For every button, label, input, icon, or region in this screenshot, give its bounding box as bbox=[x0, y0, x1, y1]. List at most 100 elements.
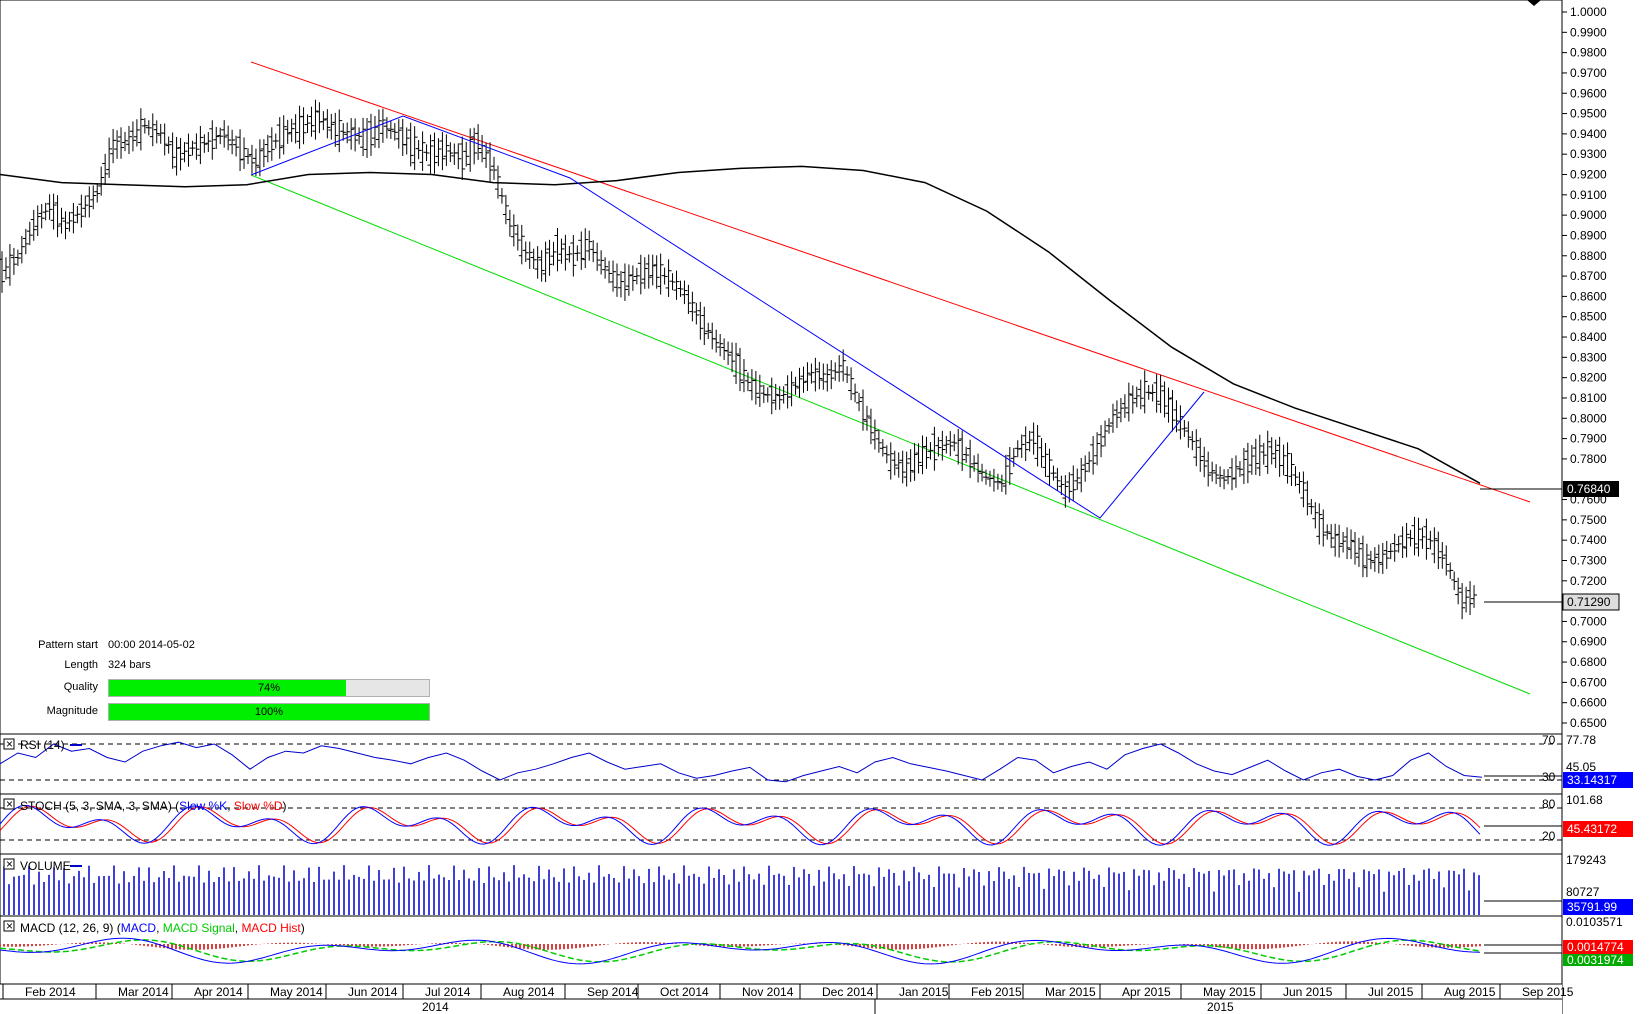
price-bar bbox=[752, 370, 759, 405]
price-bar bbox=[824, 363, 831, 392]
price-bar bbox=[1391, 533, 1398, 562]
price-bar bbox=[1355, 537, 1362, 567]
price-tick-label: 0.9400 bbox=[1570, 127, 1607, 141]
year-label-2015: 2015 bbox=[1207, 1000, 1234, 1014]
price-bar bbox=[606, 260, 613, 284]
price-bar bbox=[407, 122, 414, 167]
price-bar bbox=[1248, 445, 1255, 475]
price-bar bbox=[1316, 503, 1323, 545]
svg-text:0.71290: 0.71290 bbox=[1567, 595, 1611, 609]
month-label: Aug 2014 bbox=[503, 985, 555, 999]
price-bar bbox=[574, 245, 581, 262]
price-bar bbox=[546, 239, 553, 276]
price-bar bbox=[169, 132, 176, 169]
last-price-label: 0.71290 bbox=[1562, 593, 1620, 611]
price-bar bbox=[1423, 518, 1430, 560]
stoch-close-x: × bbox=[6, 797, 13, 811]
price-bar bbox=[911, 443, 918, 481]
month-label: Nov 2014 bbox=[742, 985, 794, 999]
price-bar bbox=[1133, 386, 1140, 408]
price-bar bbox=[804, 362, 811, 392]
price-bar bbox=[1447, 562, 1454, 579]
price-bar bbox=[1006, 446, 1013, 486]
price-bar bbox=[320, 111, 327, 131]
rsi-close-icon[interactable] bbox=[3, 738, 15, 750]
price-bar bbox=[1185, 421, 1192, 448]
price-tick-label: 0.9300 bbox=[1570, 147, 1607, 161]
price-bar bbox=[1399, 526, 1406, 559]
price-bar bbox=[744, 372, 751, 392]
price-bar bbox=[1403, 522, 1410, 558]
price-bar bbox=[963, 446, 970, 463]
price-bar bbox=[756, 374, 763, 407]
price-bar bbox=[439, 132, 446, 171]
pattern-start-value: 00:00 2014-05-02 bbox=[108, 639, 195, 651]
main-panel bbox=[0, 0, 1563, 735]
price-bar bbox=[1098, 425, 1105, 458]
price-bar bbox=[685, 284, 692, 315]
price-bar bbox=[1094, 432, 1101, 466]
price-tick-label: 0.7200 bbox=[1570, 574, 1607, 588]
price-bar bbox=[1125, 382, 1132, 422]
price-bar bbox=[34, 205, 41, 237]
price-bar bbox=[1225, 469, 1232, 485]
price-bar bbox=[1173, 400, 1180, 433]
price-bar bbox=[915, 443, 922, 474]
price-bar bbox=[1415, 517, 1422, 557]
price-bar bbox=[356, 127, 363, 145]
price-bar bbox=[1320, 509, 1327, 547]
volume-close-x: × bbox=[6, 857, 13, 871]
price-bar bbox=[661, 267, 668, 285]
price-bar bbox=[1213, 464, 1220, 485]
trend-channel bbox=[250, 61, 1531, 695]
price-bar bbox=[614, 263, 620, 297]
volume-close-icon[interactable] bbox=[3, 858, 15, 870]
price-bar bbox=[110, 128, 117, 164]
macd-line bbox=[0, 937, 1481, 965]
macd-close-icon[interactable] bbox=[3, 920, 15, 932]
price-bar bbox=[760, 384, 767, 403]
price-bar bbox=[90, 185, 97, 210]
scroll-marker-icon[interactable] bbox=[1527, 0, 1541, 6]
price-bar bbox=[256, 139, 263, 177]
price-bar bbox=[669, 273, 676, 291]
price-bar bbox=[252, 148, 259, 176]
price-bar bbox=[1046, 448, 1053, 486]
price-bar bbox=[340, 123, 347, 141]
price-bar bbox=[891, 450, 898, 476]
rsi-axis-mid: 45.05 bbox=[1566, 760, 1596, 774]
price-bar bbox=[1272, 439, 1279, 469]
price-bar bbox=[308, 106, 315, 137]
price-bar bbox=[467, 128, 474, 172]
price-bar bbox=[1348, 529, 1355, 560]
month-label: Jul 2014 bbox=[425, 985, 471, 999]
price-bar bbox=[812, 357, 819, 392]
price-bar bbox=[66, 211, 73, 232]
price-tick-label: 0.8000 bbox=[1570, 411, 1607, 425]
magnitude-bar-fill bbox=[109, 704, 429, 720]
price-bar bbox=[217, 127, 224, 145]
price-bar bbox=[292, 114, 299, 144]
price-bar bbox=[625, 264, 632, 296]
price-bar bbox=[994, 473, 1001, 490]
price-bar bbox=[1165, 387, 1172, 423]
rsi-axis-top: 77.78 bbox=[1566, 733, 1596, 747]
stoch-close-icon[interactable] bbox=[3, 798, 15, 810]
stoch-axis-20: 20 bbox=[1542, 829, 1556, 843]
price-bar bbox=[427, 134, 434, 174]
price-bar bbox=[1078, 458, 1085, 493]
length-row: Length 324 bars bbox=[20, 656, 440, 674]
price-bar bbox=[983, 469, 989, 485]
price-tick-label: 0.9100 bbox=[1570, 188, 1607, 202]
price-tick-label: 0.7400 bbox=[1570, 533, 1607, 547]
macd-signal-value: 0.0031974 bbox=[1567, 953, 1624, 967]
price-bar bbox=[871, 419, 878, 450]
price-bar bbox=[1379, 543, 1386, 574]
price-bar bbox=[1455, 577, 1462, 605]
price-bar bbox=[641, 257, 648, 289]
volume-title: VOLUME bbox=[20, 859, 71, 873]
price-bar bbox=[1121, 394, 1128, 418]
price-bar bbox=[54, 195, 61, 238]
price-bar bbox=[1117, 398, 1124, 423]
price-bar bbox=[70, 203, 77, 234]
